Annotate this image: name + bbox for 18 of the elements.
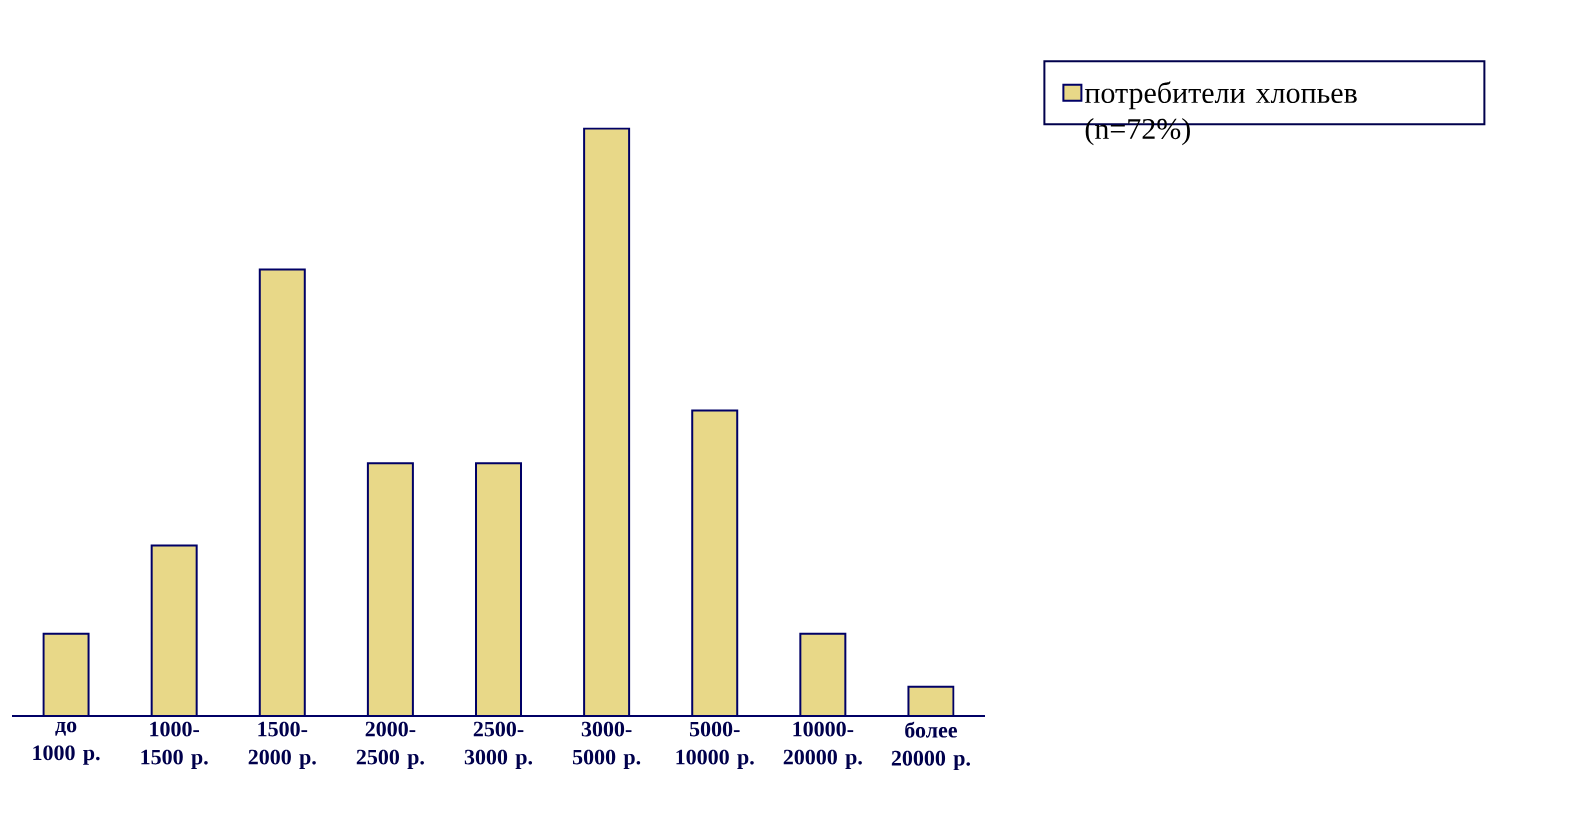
x-tick-label: 10000-20000 р.: [783, 721, 862, 769]
bar: [584, 128, 630, 716]
bar: [151, 545, 197, 716]
x-tick-label: 3000-5000 р.: [572, 721, 641, 769]
x-tick-label: 5000-10000 р.: [676, 721, 754, 769]
bar: [367, 463, 413, 716]
x-tick-label: 2500-3000 р.: [464, 721, 533, 769]
bar: [476, 463, 521, 716]
x-tick-label: 1500-2000 р.: [248, 721, 316, 769]
bar: [259, 269, 305, 716]
x-tick-label: более 20000 р.: [891, 721, 970, 771]
x-tick-label: до 1000 р.: [33, 721, 100, 765]
legend-label: потребители хлопьев (n=72%): [1084, 81, 1357, 146]
bar: [43, 633, 89, 716]
x-tick-label: 1000-1500 р.: [141, 721, 208, 769]
bar: [692, 410, 738, 716]
bar: [800, 633, 846, 716]
x-tick-label: 2000-2500 р.: [356, 721, 424, 769]
